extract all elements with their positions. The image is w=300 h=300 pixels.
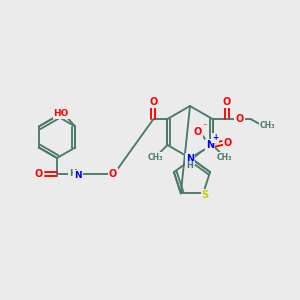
Text: O: O bbox=[35, 169, 43, 179]
Text: N: N bbox=[206, 140, 214, 150]
Text: O: O bbox=[222, 97, 231, 107]
Text: ⁻: ⁻ bbox=[203, 122, 207, 130]
Text: CH₃: CH₃ bbox=[148, 152, 163, 161]
Text: O: O bbox=[109, 169, 117, 179]
Text: CH₃: CH₃ bbox=[260, 121, 275, 130]
Text: H: H bbox=[187, 161, 194, 170]
Text: O: O bbox=[149, 97, 158, 107]
Text: +: + bbox=[212, 134, 218, 142]
Text: N: N bbox=[74, 170, 82, 179]
Text: N: N bbox=[186, 154, 194, 164]
Text: O: O bbox=[224, 138, 232, 148]
Text: O: O bbox=[194, 127, 202, 137]
Text: CH₃: CH₃ bbox=[217, 152, 232, 161]
Text: O: O bbox=[236, 114, 244, 124]
Text: S: S bbox=[202, 190, 209, 200]
Text: H: H bbox=[69, 169, 77, 178]
Text: HO: HO bbox=[53, 109, 69, 118]
